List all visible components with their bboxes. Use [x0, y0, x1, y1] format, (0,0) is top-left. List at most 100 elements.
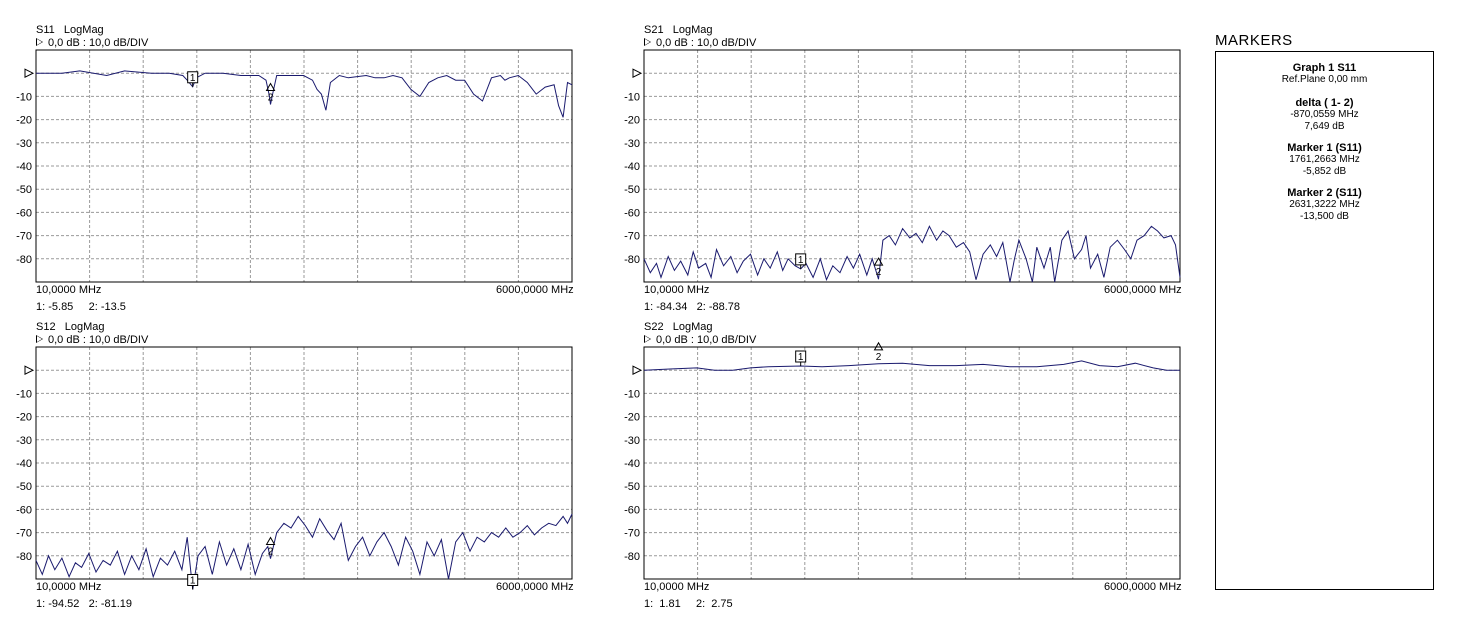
delta-value: 7,649 dB — [1304, 121, 1345, 132]
x-start-label: 10,0000 MHz — [36, 581, 102, 593]
marker-1: 1 — [795, 253, 807, 269]
svg-text:2: 2 — [876, 267, 882, 278]
plot-area: -10 -20 -30 -40 -50 -60 -70 -80 1 2 — [16, 49, 573, 283]
reference-level-icon — [24, 365, 35, 376]
reference-triangle-icon — [36, 38, 43, 47]
delta-frequency: -870,0559 MHz — [1290, 109, 1359, 120]
y-tick-label: -60 — [16, 504, 32, 516]
y-tick-label: -30 — [16, 435, 32, 447]
y-tick-label: -40 — [624, 161, 640, 173]
marker1-frequency: 1761,2663 MHz — [1289, 154, 1360, 165]
chart-scale: 0,0 dB : 10,0 dB/DIV — [36, 37, 148, 49]
marker1-value: -5,852 dB — [1302, 166, 1347, 177]
y-tick-label: -10 — [16, 388, 32, 400]
chart-scale: 0,0 dB : 10,0 dB/DIV — [644, 334, 756, 346]
marker-1: 1 — [187, 71, 199, 87]
svg-text:1: 1 — [798, 352, 804, 363]
y-tick-label: -60 — [16, 207, 32, 219]
plot-area: -10 -20 -30 -40 -50 -60 -70 -80 1 2 — [16, 346, 573, 590]
marker2-frequency: 2631,3222 MHz — [1289, 199, 1360, 210]
x-start-label: 10,0000 MHz — [644, 284, 710, 296]
delta-heading: delta ( 1- 2) — [1295, 97, 1354, 109]
y-tick-label: -80 — [16, 254, 32, 266]
y-tick-label: -70 — [624, 528, 640, 540]
marker-1: 1 — [187, 573, 199, 590]
x-stop-label: 6000,0000 MHz — [496, 581, 574, 593]
y-tick-label: -20 — [16, 412, 32, 424]
chart-scale-text: 0,0 dB : 10,0 dB/DIV — [48, 334, 149, 346]
marker2-value: -13,500 dB — [1300, 211, 1349, 222]
y-tick-label: -30 — [16, 138, 32, 150]
marker-readout: 1: -5.85 2: -13.5 — [36, 301, 126, 313]
trace-line — [643, 225, 1181, 283]
markers-ref-plane: Ref.Plane 0,00 mm — [1281, 74, 1368, 85]
reference-level-icon — [632, 68, 643, 79]
plot-area: -10 -20 -30 -40 -50 -60 -70 -80 1 2 — [624, 49, 1181, 283]
trace-line — [35, 513, 573, 590]
y-tick-label: -40 — [624, 458, 640, 470]
svg-text:1: 1 — [190, 73, 196, 84]
markers-title: MARKERS — [1215, 32, 1293, 49]
reference-triangle-icon — [36, 335, 43, 344]
y-tick-label: -50 — [16, 481, 32, 493]
x-stop-label: 6000,0000 MHz — [1104, 581, 1182, 593]
y-tick-label: -20 — [624, 115, 640, 127]
marker-2: 2 — [265, 82, 276, 104]
s11-chart: S11 LogMag 0,0 dB : 10,0 dB/DIV -10 -20 -30-… — [16, 24, 616, 324]
svg-text:2: 2 — [268, 547, 274, 558]
marker-1: 1 — [795, 350, 807, 367]
y-tick-label: -50 — [16, 184, 32, 196]
chart-scale-text: 0,0 dB : 10,0 dB/DIV — [656, 37, 757, 49]
y-tick-label: -80 — [624, 254, 640, 266]
y-tick-label: -80 — [624, 551, 640, 563]
plot-frame — [35, 346, 573, 580]
plot-frame — [643, 346, 1181, 580]
y-tick-label: -70 — [16, 528, 32, 540]
x-stop-label: 6000,0000 MHz — [1104, 284, 1182, 296]
marker-2: 2 — [873, 341, 884, 363]
marker2-heading: Marker 2 (S11) — [1287, 187, 1362, 199]
y-tick-label: -30 — [624, 435, 640, 447]
plot-frame — [643, 49, 1181, 283]
y-tick-label: -40 — [16, 458, 32, 470]
chart-title: S21 LogMag — [644, 24, 713, 36]
y-tick-label: -20 — [624, 412, 640, 424]
reference-level-icon — [24, 68, 35, 79]
y-tick-label: -50 — [624, 481, 640, 493]
chart-title: S22 LogMag — [644, 321, 713, 333]
y-tick-label: -50 — [624, 184, 640, 196]
marker-2: 2 — [873, 257, 884, 278]
s21-chart: S21 LogMag 0,0 dB : 10,0 dB/DIV -10 -20 -30 -… — [624, 24, 1224, 324]
trace-line — [36, 70, 573, 118]
svg-text:1: 1 — [798, 255, 804, 266]
marker-readout: 1: 1.81 2: 2.75 — [644, 598, 733, 610]
marker1-heading: Marker 1 (S11) — [1287, 142, 1362, 154]
chart-scale-text: 0,0 dB : 10,0 dB/DIV — [48, 37, 149, 49]
marker-readout: 1: -94.52 2: -81.19 — [36, 598, 133, 610]
x-start-label: 10,0000 MHz — [644, 581, 710, 593]
y-tick-label: -70 — [16, 231, 32, 243]
markers-graph-label: Graph 1 S11 — [1292, 62, 1357, 74]
chart-scale: 0,0 dB : 10,0 dB/DIV — [644, 37, 756, 49]
y-tick-label: -10 — [624, 91, 640, 103]
s22-chart: S22 LogMag 0,0 dB : 10,0 dB/DIV -10 -20 -30 -… — [624, 321, 1224, 621]
reference-level-icon — [632, 365, 643, 376]
plot-frame — [35, 49, 573, 283]
y-tick-label: -10 — [624, 388, 640, 400]
y-tick-label: -80 — [16, 551, 32, 563]
y-tick-label: -30 — [624, 138, 640, 150]
y-tick-label: -70 — [624, 231, 640, 243]
svg-text:1: 1 — [190, 575, 196, 586]
marker-2: 2 — [265, 536, 276, 558]
chart-title: S11 LogMag — [36, 24, 104, 36]
y-tick-label: -40 — [16, 161, 32, 173]
markers-box: Graph 1 S11 Ref.Plane 0,00 mm delta ( 1-… — [1215, 51, 1434, 590]
x-stop-label: 6000,0000 MHz — [496, 284, 574, 296]
s12-chart: S12 LogMag 0,0 dB : 10,0 dB/DIV -10 -20 -30-… — [16, 321, 616, 621]
reference-triangle-icon — [644, 335, 651, 344]
marker-readout: 1: -84.34 2: -88.78 — [644, 301, 741, 313]
svg-text:2: 2 — [268, 93, 274, 104]
chart-title: S12 LogMag — [36, 321, 105, 333]
plot-area: -10 -20 -30 -40 -50 -60 -70 -80 1 2 — [624, 341, 1181, 580]
chart-scale-text: 0,0 dB : 10,0 dB/DIV — [656, 334, 757, 346]
